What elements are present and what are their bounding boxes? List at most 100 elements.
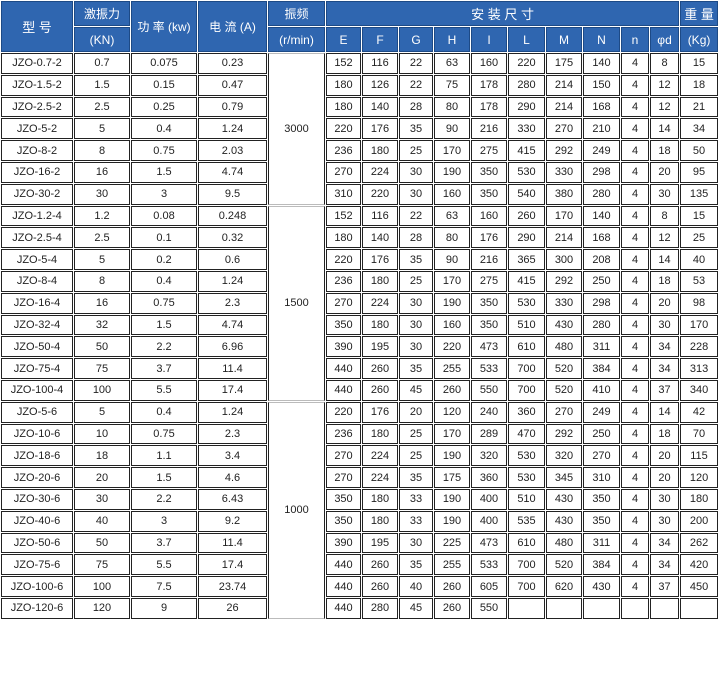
table-row: JZO-120-6 120 9 26 440 280 45 260 550: [1, 597, 718, 619]
table-cell: 4: [621, 314, 649, 336]
table-cell: 2.3: [198, 292, 267, 314]
table-cell: 15: [680, 205, 718, 227]
table-cell: 224: [362, 292, 398, 314]
table-cell: 350: [326, 510, 361, 532]
table-cell: 1.24: [198, 118, 267, 140]
table-cell: 260: [362, 379, 398, 401]
table-cell: 18: [680, 74, 718, 96]
table-row: JZO-20-6 20 1.5 4.6 270 224 35 175 360 530 345 310 4…: [1, 467, 718, 488]
table-cell: 216: [471, 118, 507, 140]
table-cell: 0.4: [131, 401, 197, 423]
table-row: JZO-16-4 16 0.75 2.3 270 224 30 190 350 530 330 298…: [1, 292, 718, 314]
table-cell: 0.7: [74, 53, 130, 74]
table-cell: 430: [546, 314, 582, 336]
table-cell: 190: [434, 510, 470, 532]
table-row: JZO-75-4 75 3.7 11.4 440 260 35 255 533 700 520 384…: [1, 358, 718, 379]
table-row: JZO-50-4 50 2.2 6.96 390 195 30 220 473 610 480 311…: [1, 336, 718, 358]
table-cell: JZO-2.5-2: [1, 96, 73, 118]
table-cell: 289: [471, 423, 507, 445]
table-cell: 63: [434, 205, 470, 227]
table-cell: 262: [680, 532, 718, 554]
table-cell: 270: [546, 118, 582, 140]
col-weight-unit: (Kg): [680, 27, 718, 52]
table-cell: 30: [399, 292, 433, 314]
table-cell: 30: [74, 183, 130, 205]
table-cell: 170: [546, 205, 582, 227]
col-freq-unit: (r/min): [268, 27, 325, 52]
table-body: JZO-0.7-2 0.7 0.075 0.23 3000 152 116 22 63 160 22…: [1, 53, 718, 619]
table-cell: JZO-75-6: [1, 554, 73, 576]
table-cell: [508, 597, 545, 619]
table-cell: 208: [583, 249, 620, 270]
table-cell: 330: [508, 118, 545, 140]
table-cell: 275: [471, 140, 507, 161]
table-cell: 30: [74, 488, 130, 510]
table-cell: JZO-0.7-2: [1, 53, 73, 74]
table-cell: 35: [399, 249, 433, 270]
col-force: 激振力: [74, 1, 130, 26]
table-cell: 80: [434, 227, 470, 249]
table-cell: 260: [434, 576, 470, 597]
table-cell: 260: [434, 597, 470, 619]
table-cell: 220: [508, 53, 545, 74]
table-cell: 311: [583, 336, 620, 358]
col-dim: G: [399, 27, 433, 52]
table-cell: 4: [621, 576, 649, 597]
table-cell: 20: [650, 292, 680, 314]
table-cell: 28: [399, 227, 433, 249]
table-cell: 175: [434, 467, 470, 488]
table-cell: 214: [546, 227, 582, 249]
table-cell: 160: [434, 183, 470, 205]
table-cell: 255: [434, 554, 470, 576]
table-cell: 540: [508, 183, 545, 205]
col-install-dims: 安 装 尺 寸: [326, 1, 680, 26]
table-cell: 280: [583, 183, 620, 205]
table-cell: 120: [434, 401, 470, 423]
table-cell: 0.75: [131, 292, 197, 314]
table-cell: 150: [583, 74, 620, 96]
table-cell: JZO-120-6: [1, 597, 73, 619]
table-cell: 5.5: [131, 554, 197, 576]
table-cell: 35: [399, 467, 433, 488]
table-cell: JZO-100-4: [1, 379, 73, 401]
table-cell: 533: [471, 358, 507, 379]
table-cell: 220: [326, 118, 361, 140]
table-cell: 4: [621, 96, 649, 118]
table-cell: 225: [434, 532, 470, 554]
col-force-unit: (KN): [74, 27, 130, 52]
table-cell: 320: [546, 445, 582, 467]
table-cell: 53: [680, 270, 718, 292]
table-cell: 14: [650, 401, 680, 423]
table-cell: 0.1: [131, 227, 197, 249]
table-cell: 90: [434, 118, 470, 140]
table-cell: 8: [74, 140, 130, 161]
table-cell: 120: [680, 467, 718, 488]
table-cell: JZO-40-6: [1, 510, 73, 532]
col-model: 型 号: [1, 1, 73, 52]
table-cell: 330: [546, 161, 582, 183]
table-cell: 533: [471, 554, 507, 576]
table-cell: 116: [362, 53, 398, 74]
table-cell: 8: [650, 53, 680, 74]
table-cell: 126: [362, 74, 398, 96]
table-cell: 260: [434, 379, 470, 401]
table-cell: 8: [74, 270, 130, 292]
table-cell: 18: [650, 270, 680, 292]
table-cell: 2.2: [131, 336, 197, 358]
table-cell: 390: [326, 336, 361, 358]
table-cell: 384: [583, 358, 620, 379]
table-cell: 290: [508, 227, 545, 249]
col-dim: E: [326, 27, 361, 52]
table-cell: JZO-16-4: [1, 292, 73, 314]
table-cell: 22: [399, 205, 433, 227]
table-cell: 34: [650, 336, 680, 358]
table-row: JZO-5-2 5 0.4 1.24 220 176 35 90 216 330 270 210 4 14…: [1, 118, 718, 140]
table-cell: 9.5: [198, 183, 267, 205]
col-dim: H: [434, 27, 470, 52]
table-cell: 21: [680, 96, 718, 118]
table-cell: 20: [74, 467, 130, 488]
table-cell: 410: [583, 379, 620, 401]
table-cell: 4: [621, 118, 649, 140]
table-cell: 350: [326, 488, 361, 510]
table-cell: 75: [74, 554, 130, 576]
